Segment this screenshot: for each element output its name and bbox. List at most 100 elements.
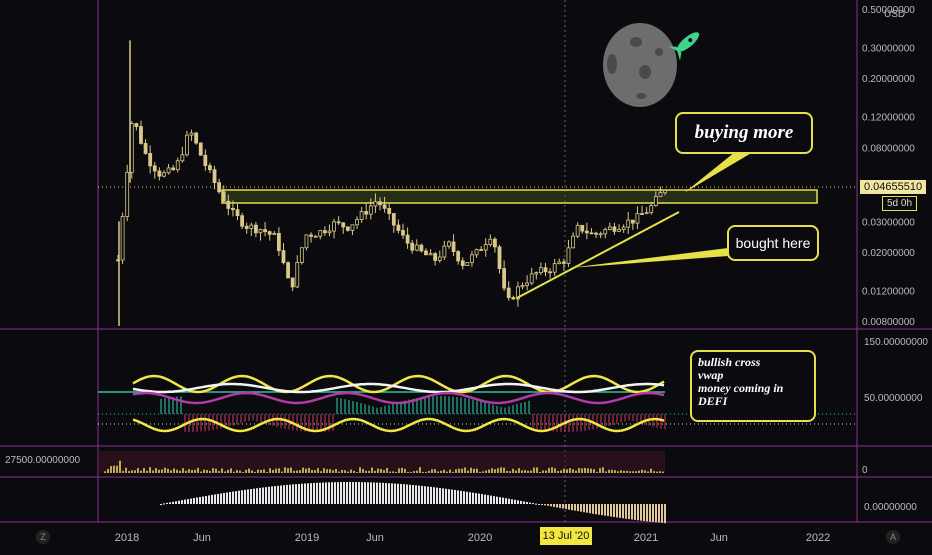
histogram-bar — [226, 492, 228, 504]
volume-bar — [566, 469, 568, 473]
histogram-bar — [274, 486, 276, 504]
histogram-bar — [334, 482, 336, 504]
volume-bar — [338, 471, 340, 473]
volume-bar — [473, 468, 475, 473]
left-badge[interactable]: Z — [36, 530, 50, 544]
osc-bar — [500, 407, 502, 414]
volume-bar — [587, 468, 589, 473]
volume-bar — [521, 470, 523, 473]
osc-bar — [600, 414, 602, 428]
histogram-bar — [256, 488, 258, 504]
volume-pane — [98, 451, 665, 473]
volume-bar — [563, 468, 565, 473]
histogram-bar — [535, 503, 537, 505]
histogram-bar — [592, 504, 594, 514]
volume-bar — [653, 471, 655, 473]
histogram-bar — [388, 483, 390, 504]
volume-bar — [374, 470, 376, 473]
candle — [249, 222, 254, 237]
histogram-bar — [589, 504, 591, 514]
osc-bar — [492, 404, 494, 414]
candle — [529, 267, 534, 286]
osc-bar — [356, 401, 358, 414]
histogram-bar — [277, 485, 279, 504]
histogram-bar — [460, 490, 462, 504]
candle — [502, 260, 507, 292]
osc-bar — [304, 414, 306, 432]
volume-bar — [107, 468, 109, 473]
volume-axis-label: 27500.00000000 — [5, 455, 81, 466]
volume-bar — [512, 468, 514, 473]
price-tick: 0.30000000 — [862, 44, 915, 55]
candle — [276, 227, 281, 257]
histogram-bar — [424, 486, 426, 504]
volume-bar — [122, 470, 124, 473]
buying-more-callout[interactable]: buying more — [675, 112, 813, 154]
candle — [166, 164, 171, 175]
histogram-bar — [562, 504, 564, 509]
candle — [534, 271, 539, 280]
volume-bar — [143, 468, 145, 473]
histogram-bar — [664, 504, 666, 524]
volume-bar — [320, 471, 322, 473]
candle — [589, 228, 594, 235]
volume-bar — [317, 468, 319, 473]
volume-bar — [644, 470, 646, 473]
histogram-bar — [472, 492, 474, 504]
volume-bar — [422, 471, 424, 473]
histogram-bar — [292, 484, 294, 504]
volume-bar — [224, 471, 226, 473]
resistance-zone[interactable] — [221, 189, 818, 204]
candle — [428, 249, 433, 256]
histogram-bar — [352, 482, 354, 504]
histogram-bar — [604, 504, 606, 516]
volume-bar — [152, 470, 154, 473]
volume-bar — [539, 471, 541, 473]
volume-bar — [602, 467, 604, 473]
volume-bar — [494, 469, 496, 473]
osc-bar — [432, 396, 434, 414]
volume-bar — [491, 468, 493, 473]
volume-bar — [620, 470, 622, 473]
support-trendline[interactable] — [516, 211, 680, 299]
volume-bar — [116, 465, 118, 473]
osc-bar — [236, 414, 238, 425]
osc-bar — [472, 399, 474, 414]
histogram-bar — [400, 483, 402, 504]
volume-bar — [236, 470, 238, 473]
histogram-bar — [568, 504, 570, 510]
osc-white-line — [132, 382, 665, 394]
volume-bar — [275, 468, 277, 473]
bought-here-callout[interactable]: bought here — [727, 225, 819, 261]
candle — [120, 212, 125, 264]
candle — [235, 204, 240, 221]
volume-bar — [605, 471, 607, 473]
osc-bar — [296, 414, 298, 431]
osc-bar — [460, 397, 462, 414]
candle — [355, 216, 359, 229]
volume-bar — [647, 471, 649, 473]
histogram-bar — [511, 499, 513, 504]
osc-bar — [232, 414, 234, 426]
candle — [148, 145, 153, 174]
volume-bar — [575, 470, 577, 473]
right-badge[interactable]: A — [886, 530, 900, 544]
histogram-bar — [217, 493, 219, 504]
osc-bar — [208, 414, 210, 431]
histogram-bar — [541, 504, 543, 505]
histogram-bar — [481, 494, 483, 504]
bought-here-pointer — [569, 248, 728, 268]
volume-bar — [302, 467, 304, 473]
oscillator-callout[interactable]: bullish cross vwap money coming in DEFI — [690, 350, 816, 422]
histogram-bar — [181, 500, 183, 504]
time-tick: 2020 — [468, 532, 492, 544]
histogram-bar — [175, 501, 177, 504]
candle — [442, 240, 447, 261]
candle — [253, 221, 258, 238]
histogram-bar — [520, 500, 522, 504]
histogram-bar — [598, 504, 600, 515]
candle — [433, 251, 438, 266]
candle — [520, 282, 525, 290]
histogram-bar — [538, 504, 540, 505]
